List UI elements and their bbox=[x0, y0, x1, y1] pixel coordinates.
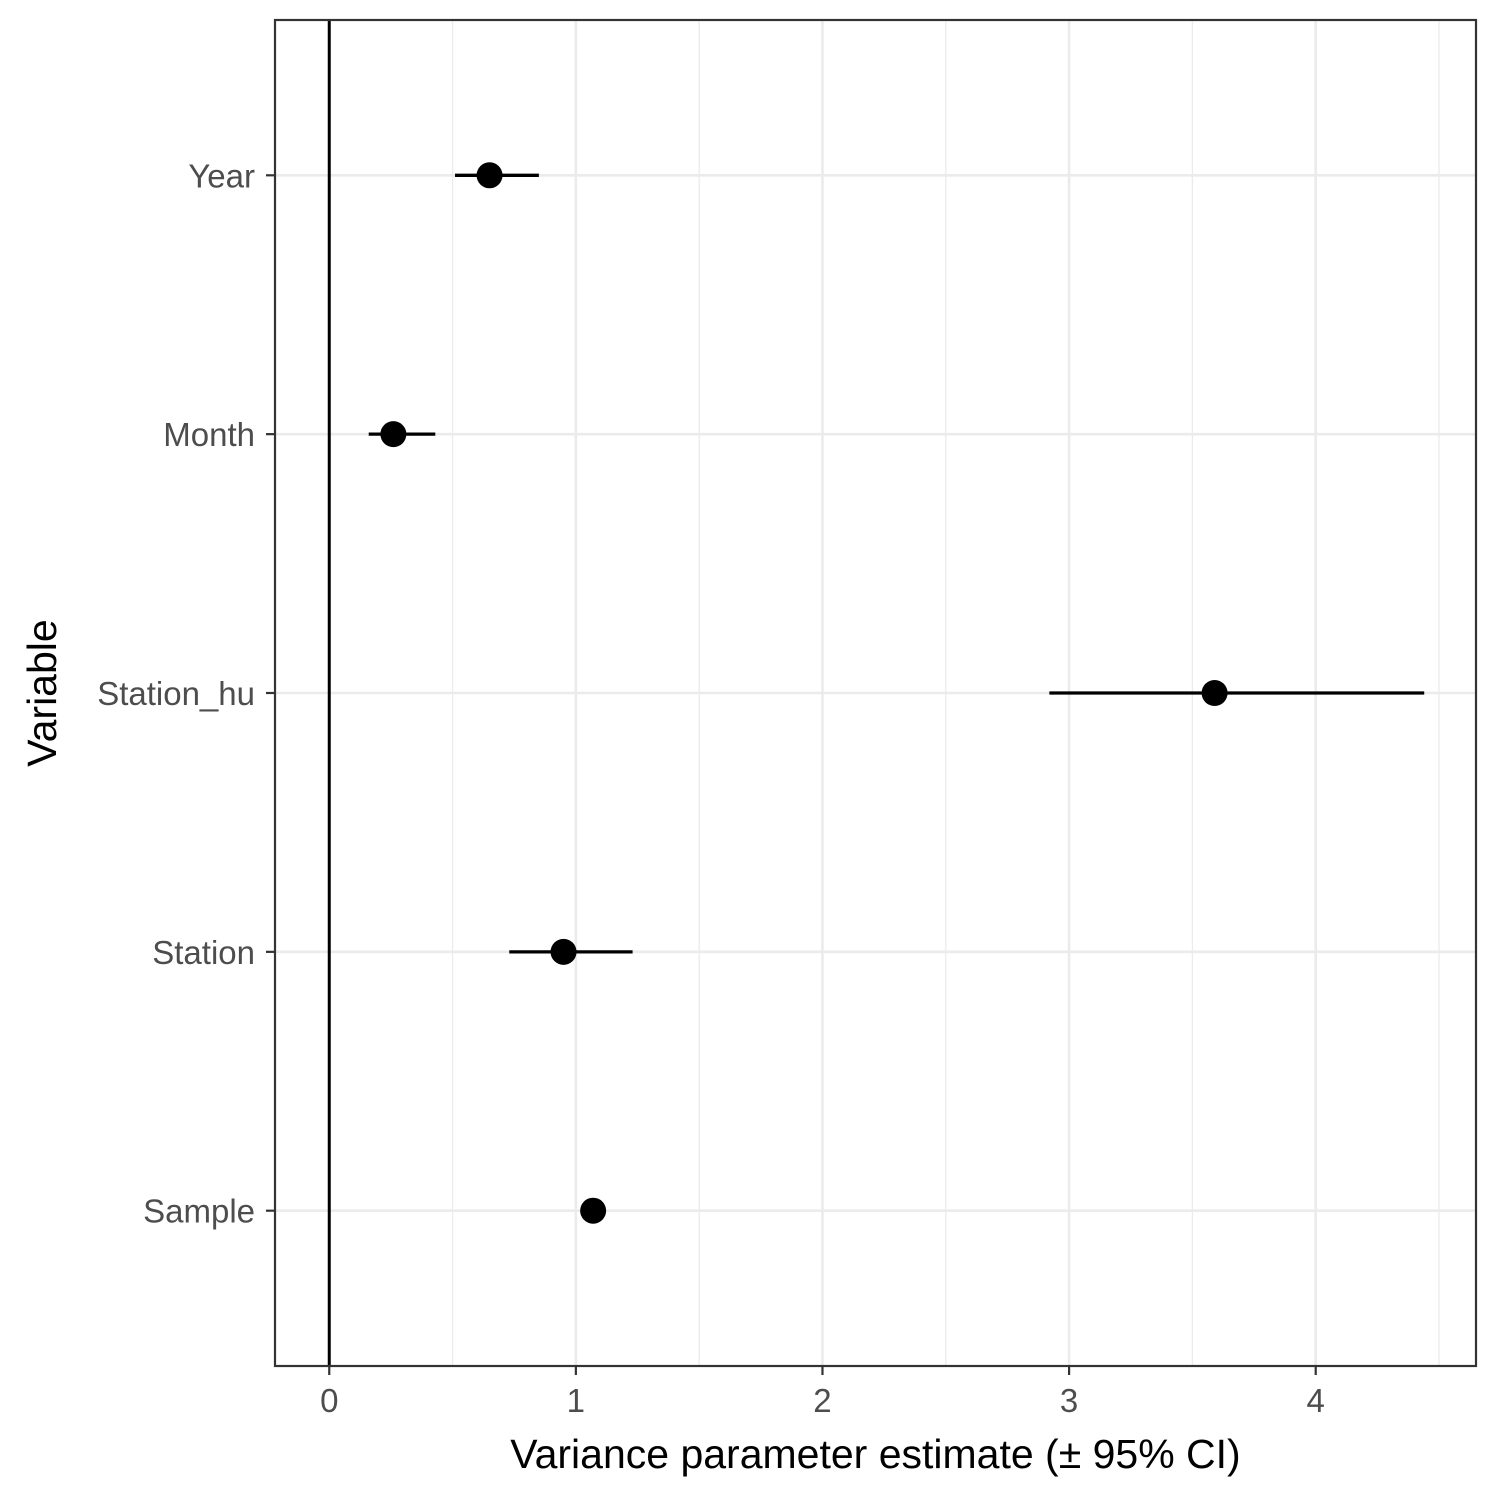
x-tick-label: 0 bbox=[320, 1382, 338, 1419]
estimate-point bbox=[580, 1197, 607, 1224]
x-tick-label: 3 bbox=[1060, 1382, 1078, 1419]
x-tick-label: 1 bbox=[567, 1382, 585, 1419]
y-axis-title: Variable bbox=[19, 619, 65, 766]
y-tick-label: Station_hu bbox=[97, 675, 255, 712]
estimate-point bbox=[1201, 680, 1228, 706]
x-axis-title: Variance parameter estimate (± 95% CI) bbox=[510, 1431, 1240, 1477]
estimate-point bbox=[550, 938, 577, 965]
estimate-point bbox=[476, 162, 503, 189]
x-tick-label: 2 bbox=[813, 1382, 831, 1419]
y-axis-ticks: Year Month Station_hu Station Sample bbox=[97, 157, 275, 1230]
y-tick-label: Sample bbox=[143, 1193, 255, 1230]
estimate-point bbox=[380, 421, 407, 448]
y-tick-label: Station bbox=[152, 934, 255, 971]
estimate-points bbox=[380, 162, 1228, 1224]
x-axis-ticks: 0 1 2 3 4 bbox=[320, 1366, 1325, 1419]
y-tick-label: Month bbox=[163, 416, 255, 453]
y-tick-label: Year bbox=[188, 157, 255, 194]
x-tick-label: 4 bbox=[1307, 1382, 1325, 1419]
